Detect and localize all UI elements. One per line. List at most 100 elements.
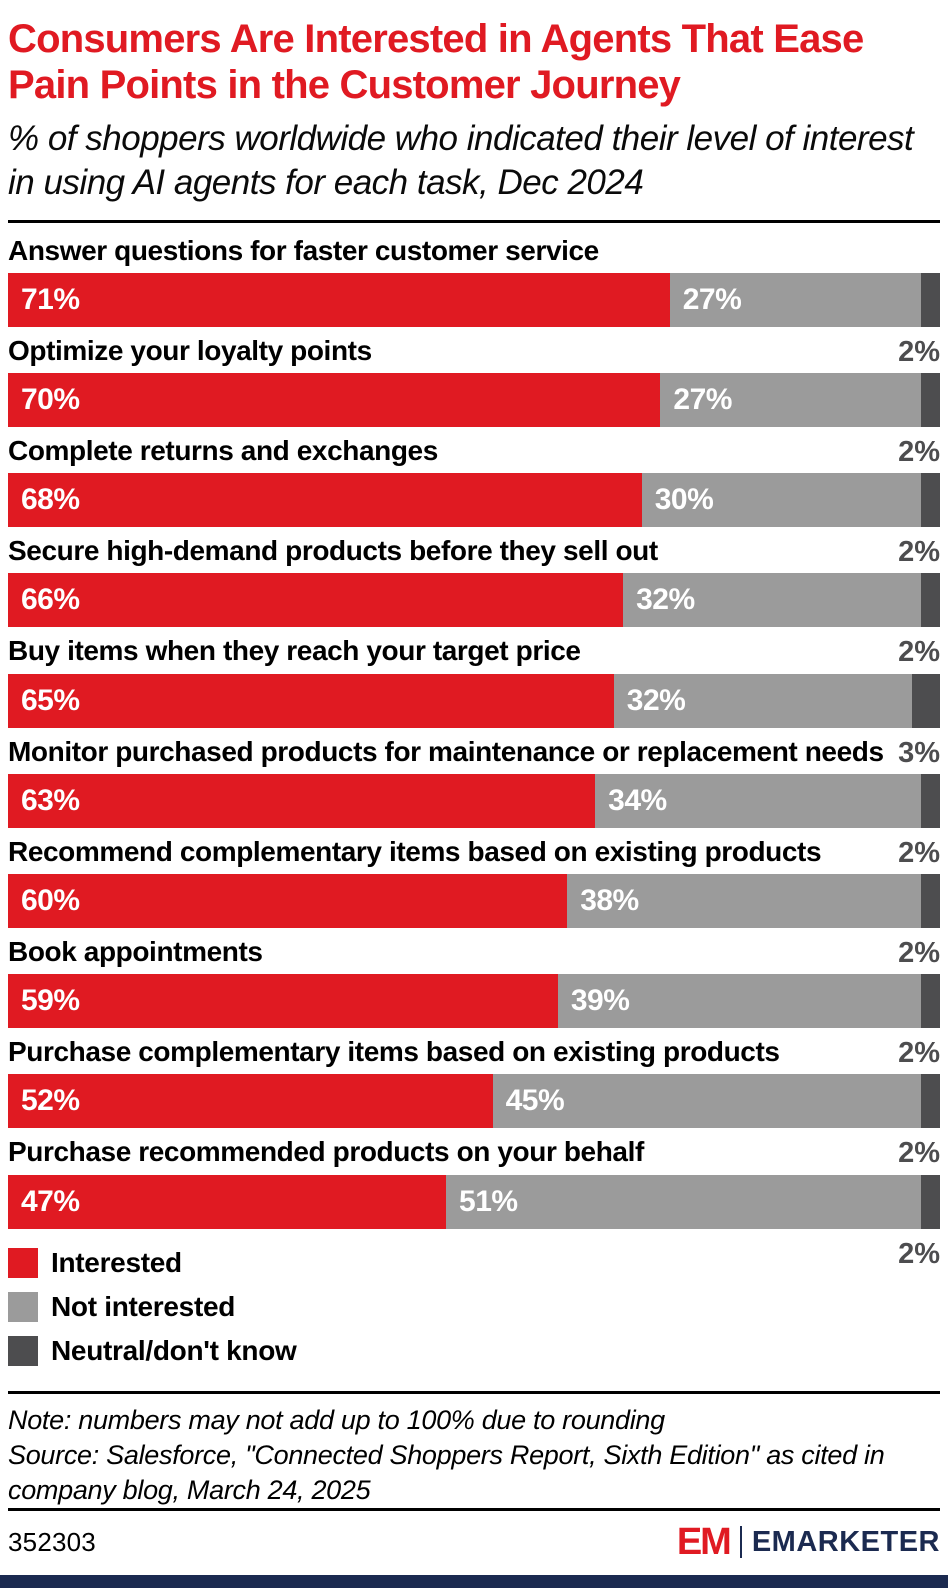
bar-row: Complete returns and exchanges 68% 30% 2% xyxy=(8,427,940,568)
segment-value-label: 66% xyxy=(21,583,80,617)
source-text: Source: Salesforce, "Connected Shoppers … xyxy=(8,1439,885,1505)
segment-not-interested: 27% xyxy=(660,373,922,428)
segment-neutral xyxy=(921,573,940,628)
segment-value-label: 32% xyxy=(626,683,686,717)
category-label: Monitor purchased products for maintenan… xyxy=(8,735,884,767)
stacked-bar: 47% 51% xyxy=(8,1174,940,1229)
header-divider xyxy=(8,219,940,223)
stacked-bar: 70% 27% xyxy=(8,373,940,428)
legend-label: Interested xyxy=(51,1246,182,1278)
legend-item: Neutral/don't know xyxy=(8,1329,940,1373)
segment-not-interested: 39% xyxy=(557,974,922,1029)
segment-not-interested: 32% xyxy=(613,673,913,728)
legend-swatch xyxy=(8,1247,38,1278)
chart-title: Consumers Are Interested in Agents That … xyxy=(8,16,940,109)
neutral-value-label: 2% xyxy=(898,536,940,569)
bar-row: Answer questions for faster customer ser… xyxy=(8,227,940,368)
segment-value-label: 27% xyxy=(682,282,742,316)
bar-row: Buy items when they reach your target pr… xyxy=(8,627,940,769)
segment-neutral xyxy=(921,1174,940,1229)
stacked-bar: 52% 45% xyxy=(8,1074,940,1129)
category-label: Purchase complementary items based on ex… xyxy=(8,1036,780,1068)
legend-label: Not interested xyxy=(51,1290,236,1322)
segment-not-interested: 30% xyxy=(641,473,922,528)
stacked-bar: 60% 38% xyxy=(8,873,940,928)
segment-interested: 52% xyxy=(8,1074,493,1129)
logo-divider xyxy=(739,1526,742,1559)
segment-value-label: 38% xyxy=(580,883,639,917)
footer: 352303 EM EMARKETER xyxy=(0,1507,948,1588)
footer-inner: 352303 EM EMARKETER xyxy=(8,1507,940,1575)
segment-not-interested: 34% xyxy=(595,773,922,828)
neutral-value-label: 3% xyxy=(898,736,940,769)
segment-not-interested: 27% xyxy=(669,272,922,327)
legend-label: Neutral/don't know xyxy=(51,1334,297,1366)
segment-value-label: 27% xyxy=(673,383,732,417)
segment-interested: 63% xyxy=(8,773,596,828)
bar-row: Purchase complementary items based on ex… xyxy=(8,1028,940,1169)
note-text: Note: numbers may not add up to 100% due… xyxy=(8,1404,665,1435)
legend-item: Not interested xyxy=(8,1285,940,1329)
segment-value-label: 60% xyxy=(21,883,80,917)
bar-row: Secure high-demand products before they … xyxy=(8,527,940,668)
segment-not-interested: 38% xyxy=(567,873,922,928)
segment-not-interested: 51% xyxy=(446,1174,922,1229)
segment-interested: 71% xyxy=(8,272,670,327)
neutral-value-label: 2% xyxy=(898,1137,940,1170)
bar-row: Recommend complementary items based on e… xyxy=(8,828,940,969)
neutral-value-label: 2% xyxy=(898,836,940,869)
bottom-brand-bar xyxy=(0,1574,948,1588)
stacked-bar: 65% 32% xyxy=(8,673,940,728)
segment-neutral xyxy=(921,873,940,928)
segment-interested: 68% xyxy=(8,473,642,528)
bar-row: Book appointments 59% 39% 2% xyxy=(8,928,940,1069)
bar-row: Monitor purchased products for maintenan… xyxy=(8,728,940,869)
chart-subtitle: % of shoppers worldwide who indicated th… xyxy=(8,118,914,203)
stacked-bar: 59% 39% xyxy=(8,974,940,1029)
segment-value-label: 65% xyxy=(21,683,80,717)
chart-id: 352303 xyxy=(8,1526,96,1557)
emarketer-logo: EM EMARKETER xyxy=(677,1521,940,1564)
category-label: Answer questions for faster customer ser… xyxy=(8,234,599,266)
segment-neutral xyxy=(921,473,940,528)
segment-interested: 65% xyxy=(8,673,614,728)
segment-neutral xyxy=(912,673,940,728)
segment-value-label: 51% xyxy=(459,1184,518,1218)
segment-value-label: 45% xyxy=(505,1084,565,1118)
em-logo-icon: EM xyxy=(676,1520,732,1563)
legend-item: Interested xyxy=(8,1241,940,1285)
segment-interested: 59% xyxy=(8,974,558,1029)
legend-swatch xyxy=(8,1335,38,1366)
legend-swatch xyxy=(8,1291,38,1322)
stacked-bar: 63% 34% xyxy=(8,773,940,828)
segment-value-label: 63% xyxy=(21,783,80,817)
neutral-value-label: 2% xyxy=(898,335,940,368)
segment-neutral xyxy=(921,773,940,828)
segment-value-label: 39% xyxy=(570,984,630,1018)
segment-not-interested: 32% xyxy=(623,573,922,628)
stacked-bar: 66% 32% xyxy=(8,573,940,628)
segment-interested: 66% xyxy=(8,573,624,628)
category-label: Secure high-demand products before they … xyxy=(8,535,658,567)
chart-title-line1: Consumers Are Interested in Agents That … xyxy=(8,17,864,61)
brand-name: EMARKETER xyxy=(751,1525,940,1558)
neutral-value-label: 2% xyxy=(898,1237,940,1270)
neutral-value-label: 2% xyxy=(898,436,940,469)
segment-value-label: 30% xyxy=(654,483,714,517)
bars: Answer questions for faster customer ser… xyxy=(8,227,940,1270)
category-label: Complete returns and exchanges xyxy=(8,435,438,467)
category-label: Book appointments xyxy=(8,935,263,967)
category-label: Recommend complementary items based on e… xyxy=(8,835,822,867)
segment-value-label: 34% xyxy=(608,783,667,817)
segment-value-label: 70% xyxy=(21,383,80,417)
segment-neutral xyxy=(921,272,940,327)
segment-interested: 70% xyxy=(8,373,661,428)
segment-value-label: 59% xyxy=(21,984,80,1018)
category-label: Purchase recommended products on your be… xyxy=(8,1136,644,1168)
neutral-value-label: 2% xyxy=(898,936,940,969)
chart-title-line2: Pain Points in the Customer Journey xyxy=(8,63,681,108)
segment-interested: 47% xyxy=(8,1174,447,1229)
category-label: Optimize your loyalty points xyxy=(8,334,372,366)
segment-value-label: 68% xyxy=(21,483,80,517)
